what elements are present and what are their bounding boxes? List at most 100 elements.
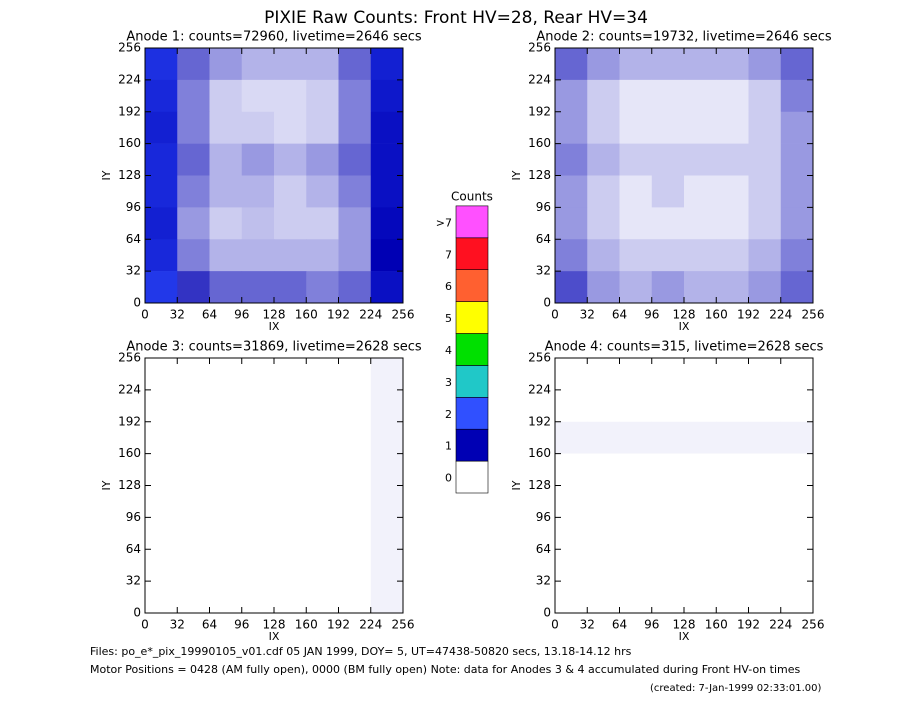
colorbar-box xyxy=(455,365,489,398)
heat-cell xyxy=(555,389,588,423)
heat-cell xyxy=(619,79,653,113)
heat-cell xyxy=(780,175,814,208)
heat-cell xyxy=(684,143,717,176)
colorbar-label: 4 xyxy=(445,344,452,357)
heat-cell xyxy=(555,358,588,391)
heat-cell xyxy=(587,48,620,81)
y-tick-label: 96 xyxy=(126,510,141,524)
heat-cell xyxy=(274,207,307,240)
x-tick-label: 32 xyxy=(170,618,185,632)
note: Motor Positions = 0428 (AM fully open), … xyxy=(90,663,800,676)
heat-cell xyxy=(241,207,275,240)
note: (created: 7-Jan-1999 02:33:01.00) xyxy=(650,683,822,694)
heat-cell xyxy=(748,111,782,144)
heat-cell xyxy=(177,271,210,304)
heat-cell xyxy=(274,421,307,454)
heat-cell xyxy=(145,581,178,614)
heat-cell xyxy=(651,358,685,391)
heat-cell xyxy=(370,143,404,176)
y-axis-label: IY xyxy=(100,170,113,180)
heat-cell xyxy=(370,358,404,391)
y-tick-label: 96 xyxy=(126,200,141,214)
heat-cell xyxy=(587,175,620,208)
heat-cell xyxy=(780,239,814,272)
heat-cell xyxy=(241,48,275,81)
heat-cell xyxy=(716,207,749,240)
x-tick-label: 160 xyxy=(295,308,318,322)
heat-cell xyxy=(145,271,178,304)
heat-cell xyxy=(338,421,372,454)
colorbar-box xyxy=(455,333,489,366)
heat-cell xyxy=(619,271,653,304)
heat-cell xyxy=(338,549,372,582)
heat-cell xyxy=(306,143,339,176)
heat-cell xyxy=(338,581,372,614)
heat-cell xyxy=(684,453,717,486)
heat-cell xyxy=(716,358,749,391)
x-tick-label: 0 xyxy=(551,618,559,632)
y-tick-label: 0 xyxy=(543,296,551,310)
y-tick-label: 96 xyxy=(536,200,551,214)
heat-cell xyxy=(716,421,749,454)
heat-cell xyxy=(684,79,717,113)
x-tick-label: 192 xyxy=(737,308,760,322)
heat-cell xyxy=(587,271,620,304)
heat-cell xyxy=(587,485,620,518)
heat-cell xyxy=(651,143,685,176)
heat-cell xyxy=(145,111,178,144)
heat-cell xyxy=(780,358,814,391)
heat-cell xyxy=(338,48,372,81)
heat-cell xyxy=(651,421,685,454)
x-tick-label: 64 xyxy=(612,618,627,632)
heat-cell xyxy=(145,549,178,582)
heat-cell xyxy=(177,79,210,113)
x-tick-label: 0 xyxy=(141,618,149,632)
colorbar-box xyxy=(455,396,489,430)
heat-cell xyxy=(684,421,717,454)
heat-cell xyxy=(748,271,782,304)
x-tick-label: 96 xyxy=(234,308,249,322)
heat-cell xyxy=(716,143,749,176)
x-tick-label: 32 xyxy=(580,308,595,322)
x-tick-label: 256 xyxy=(802,618,825,632)
heat-cell xyxy=(555,453,588,486)
y-tick-label: 0 xyxy=(133,606,141,620)
heat-cell xyxy=(241,143,275,176)
x-tick-label: 64 xyxy=(612,308,627,322)
heat-cell xyxy=(306,517,339,550)
y-tick-label: 160 xyxy=(118,446,141,460)
x-tick-label: 160 xyxy=(705,308,728,322)
y-tick-label: 32 xyxy=(126,264,141,278)
heat-cell xyxy=(780,207,814,240)
heat-cell xyxy=(651,581,685,614)
heat-cell xyxy=(587,517,620,550)
heat-cell xyxy=(274,143,307,176)
heat-cell xyxy=(619,239,653,272)
heat-cell xyxy=(684,581,717,614)
heat-cell xyxy=(748,239,782,272)
y-tick-label: 224 xyxy=(528,72,551,86)
heat-cell xyxy=(338,239,372,272)
heat-cell xyxy=(587,549,620,582)
y-tick-label: 128 xyxy=(528,478,551,492)
heat-cell xyxy=(780,421,814,454)
heat-cell xyxy=(651,111,685,144)
panel-title: Anode 1: counts=72960, livetime=2646 sec… xyxy=(126,30,422,45)
heat-cell xyxy=(177,453,210,486)
heat-cell xyxy=(555,421,588,454)
heat-cell xyxy=(145,389,178,423)
heat-cell xyxy=(651,175,685,208)
heat-cell xyxy=(684,271,717,304)
y-tick-label: 128 xyxy=(118,478,141,492)
heat-cell xyxy=(619,48,653,81)
heat-cell xyxy=(274,239,307,272)
heat-cell xyxy=(209,48,243,81)
heat-cell xyxy=(338,358,372,391)
heat-cell xyxy=(241,358,275,391)
heat-cell xyxy=(241,581,275,614)
heat-cell xyxy=(338,517,372,550)
y-tick-label: 64 xyxy=(126,232,141,246)
heat-cell xyxy=(780,581,814,614)
heat-cell xyxy=(716,581,749,614)
